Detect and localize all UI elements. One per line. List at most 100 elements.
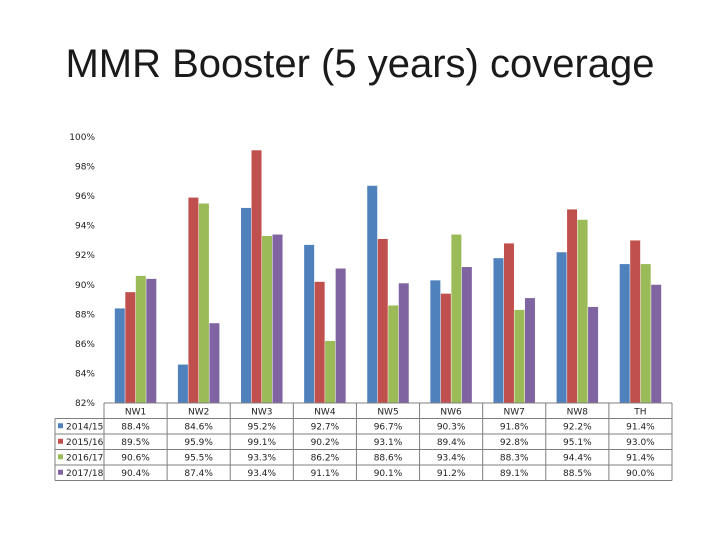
page-title: MMR Booster (5 years) coverage <box>65 42 655 86</box>
data-label: 90.6% <box>121 453 150 463</box>
bar-nw7-2 <box>514 309 525 403</box>
bar-nw3-1 <box>251 150 262 403</box>
bar-nw5-0 <box>367 185 378 403</box>
y-tick-label: 88% <box>75 310 95 320</box>
bar-nw5-1 <box>377 238 388 403</box>
data-label: 91.4% <box>626 453 655 463</box>
category-label: NW6 <box>440 408 462 418</box>
data-label: 89.1% <box>500 469 529 479</box>
legend-label: 2017/18 <box>66 469 104 479</box>
data-label: 90.0% <box>626 469 655 479</box>
category-label: NW4 <box>314 408 336 418</box>
bar-nw1-2 <box>135 275 146 403</box>
bar-th-3 <box>651 284 662 403</box>
bar-nw6-2 <box>451 234 462 403</box>
category-label: NW2 <box>188 408 209 418</box>
data-label: 88.6% <box>374 453 403 463</box>
bar-nw8-3 <box>588 306 599 403</box>
bar-nw7-3 <box>524 298 535 403</box>
bar-nw6-1 <box>440 293 451 403</box>
bar-nw5-3 <box>398 283 409 403</box>
category-label: NW7 <box>504 408 525 418</box>
y-tick-label: 86% <box>75 340 95 350</box>
bar-nw4-3 <box>335 268 346 403</box>
legend-label: 2016/17 <box>66 453 103 463</box>
y-tick-label: 84% <box>75 369 95 379</box>
legend-key <box>58 469 63 475</box>
category-label: NW8 <box>567 408 589 418</box>
data-label: 95.5% <box>184 453 213 463</box>
bar-nw1-3 <box>146 278 157 403</box>
y-tick-label: 96% <box>75 192 95 202</box>
data-label: 96.7% <box>374 422 403 432</box>
data-label: 91.1% <box>311 469 340 479</box>
bar-th-2 <box>640 264 651 403</box>
bar-nw2-2 <box>198 203 209 403</box>
data-label: 91.4% <box>626 422 655 432</box>
bar-nw5-2 <box>388 305 399 403</box>
data-label: 92.2% <box>563 422 592 432</box>
legend-key <box>58 423 63 429</box>
bar-nw7-0 <box>493 258 504 403</box>
data-label: 93.1% <box>374 438 403 448</box>
data-label: 93.3% <box>247 453 276 463</box>
data-label: 93.4% <box>437 453 466 463</box>
bar-series <box>114 150 662 403</box>
data-label: 88.5% <box>563 469 592 479</box>
bar-th-0 <box>619 264 630 403</box>
data-label: 95.2% <box>247 422 276 432</box>
bar-nw6-3 <box>461 267 472 403</box>
y-tick-label: 98% <box>75 163 95 173</box>
bar-nw8-1 <box>567 209 578 403</box>
data-label: 93.0% <box>626 438 655 448</box>
bar-nw3-0 <box>241 207 252 403</box>
data-label: 91.2% <box>437 469 466 479</box>
bar-nw2-0 <box>177 364 188 403</box>
data-label: 95.9% <box>184 438 213 448</box>
data-label: 92.8% <box>500 438 529 448</box>
y-tick-label: 100% <box>69 133 95 143</box>
data-table: NW1 NW2 NW3 NW4 NW5 NW6 NW7 NW8 TH 2014/15 88.4% 84… <box>54 402 673 481</box>
bar-nw2-3 <box>209 323 220 403</box>
bar-nw4-2 <box>325 340 336 403</box>
y-tick-label: 92% <box>75 251 95 261</box>
y-axis-ticks: 82% 84% 86% 88% 90% 92% 94% 96% 98% 100% <box>69 133 95 409</box>
bar-nw1-1 <box>125 292 136 403</box>
data-label: 88.4% <box>121 422 150 432</box>
data-label: 88.3% <box>500 453 529 463</box>
bar-nw3-3 <box>272 234 283 403</box>
bar-nw7-1 <box>503 243 514 403</box>
data-label: 90.3% <box>437 422 466 432</box>
category-label: NW1 <box>125 408 146 418</box>
bar-nw6-0 <box>430 280 441 403</box>
bar-nw8-0 <box>556 252 567 403</box>
bar-nw3-2 <box>262 236 273 403</box>
category-label: TH <box>633 408 646 418</box>
bar-nw8-2 <box>577 219 588 403</box>
data-label: 89.5% <box>121 438 150 448</box>
legend-key <box>58 438 63 444</box>
data-label: 91.8% <box>500 422 529 432</box>
category-label: NW3 <box>251 408 272 418</box>
y-tick-label: 94% <box>75 222 95 232</box>
bar-th-1 <box>630 240 641 403</box>
bar-nw1-0 <box>114 308 125 403</box>
y-tick-label: 82% <box>75 399 95 409</box>
bar-nw2-1 <box>188 197 199 403</box>
data-label: 89.4% <box>437 438 466 448</box>
data-label: 90.2% <box>311 438 340 448</box>
bar-nw4-1 <box>314 281 325 403</box>
data-label: 94.4% <box>563 453 592 463</box>
legend-key <box>58 454 63 460</box>
y-tick-label: 90% <box>75 281 95 291</box>
data-label: 84.6% <box>184 422 213 432</box>
data-label: 95.1% <box>563 438 592 448</box>
legend-label: 2014/15 <box>66 422 103 432</box>
data-label: 99.1% <box>247 438 276 448</box>
data-label: 90.1% <box>374 469 403 479</box>
data-label: 90.4% <box>121 469 150 479</box>
data-label: 87.4% <box>184 469 213 479</box>
category-label: NW5 <box>377 408 398 418</box>
data-label: 92.7% <box>311 422 340 432</box>
